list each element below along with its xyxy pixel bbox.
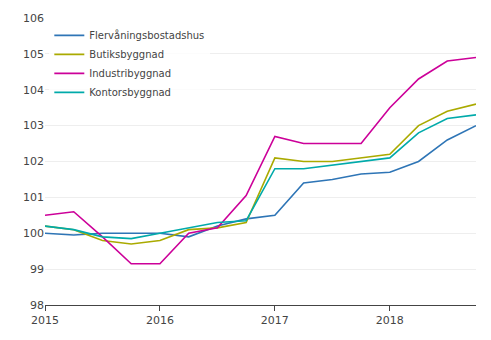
svg-text:2015: 2015 xyxy=(31,314,59,327)
svg-text:2018: 2018 xyxy=(376,314,404,327)
svg-text:99: 99 xyxy=(30,263,44,276)
svg-text:Flervåningsbostadshus: Flervåningsbostadshus xyxy=(89,29,204,41)
svg-text:Industribyggnad: Industribyggnad xyxy=(89,68,171,79)
svg-text:100: 100 xyxy=(23,227,44,240)
svg-text:98: 98 xyxy=(30,299,44,312)
svg-text:Butiksbyggnad: Butiksbyggnad xyxy=(89,49,164,60)
svg-text:105: 105 xyxy=(23,48,44,61)
svg-text:102: 102 xyxy=(23,155,44,168)
svg-text:2017: 2017 xyxy=(261,314,289,327)
svg-text:104: 104 xyxy=(23,84,44,97)
svg-text:101: 101 xyxy=(23,191,44,204)
svg-text:106: 106 xyxy=(23,12,44,25)
svg-text:2016: 2016 xyxy=(146,314,174,327)
svg-text:103: 103 xyxy=(23,119,44,132)
svg-text:Kontorsbyggnad: Kontorsbyggnad xyxy=(89,87,171,98)
